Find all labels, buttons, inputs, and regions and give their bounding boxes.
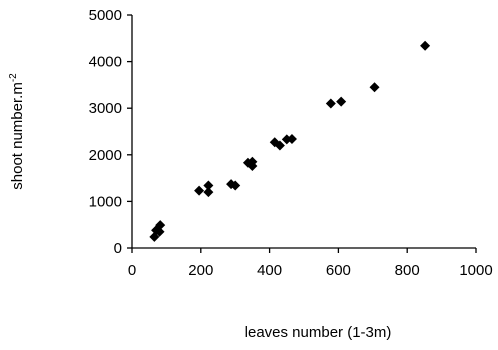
y-tick-label: 3000 [89, 100, 122, 117]
y-axis: 0 1000 2000 3000 4000 5000 [89, 7, 133, 257]
y-tick-label: 4000 [89, 54, 122, 71]
data-point [154, 226, 165, 237]
data-point [247, 160, 258, 171]
x-axis: 0 200 400 600 800 1000 [128, 247, 493, 279]
y-tick-label: 2000 [89, 147, 122, 164]
x-tick-label: 0 [128, 262, 136, 279]
data-point [420, 40, 431, 51]
x-tick-label: 1000 [459, 262, 492, 279]
y-tick-label: 5000 [89, 7, 122, 24]
x-tick-label: 400 [257, 262, 282, 279]
data-point [325, 98, 336, 109]
data-point [155, 220, 166, 231]
data-point [286, 133, 297, 144]
y-tick-label: 0 [114, 240, 122, 257]
data-points [149, 40, 431, 242]
data-point [369, 82, 380, 93]
data-point [203, 180, 214, 191]
y-axis-title-main: shoot number.m [9, 82, 26, 190]
x-tick-label: 200 [188, 262, 213, 279]
data-point [336, 96, 347, 107]
data-point [203, 187, 214, 198]
data-point [274, 140, 285, 151]
x-tick-label: 600 [326, 262, 351, 279]
y-axis-title: shoot number.m-2 [8, 73, 26, 190]
data-point [194, 185, 205, 196]
x-tick-label: 800 [395, 262, 420, 279]
y-tick-label: 1000 [89, 193, 122, 210]
data-point [230, 180, 241, 191]
y-axis-title-superscript: -2 [8, 73, 19, 82]
x-axis-title: leaves number (1-3m) [245, 324, 392, 341]
